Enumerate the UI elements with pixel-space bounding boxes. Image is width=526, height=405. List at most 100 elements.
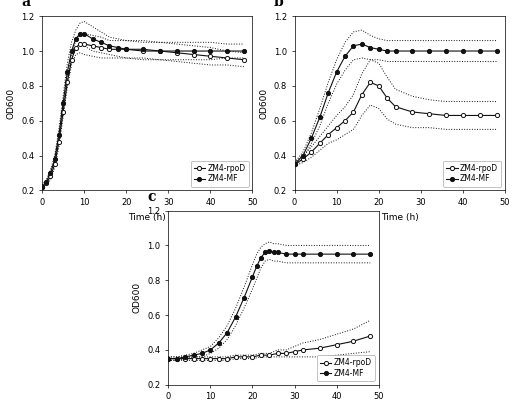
ZM4-MF bbox=[47, 171, 54, 175]
ZM4-MF bbox=[258, 255, 264, 260]
ZM4-MF bbox=[207, 347, 214, 352]
ZM4-MF bbox=[254, 264, 260, 269]
ZM4-MF bbox=[409, 49, 416, 53]
ZM4-rpoD bbox=[409, 110, 416, 115]
ZM4-rpoD bbox=[426, 111, 432, 116]
Y-axis label: OD600: OD600 bbox=[259, 88, 268, 119]
ZM4-rpoD bbox=[493, 113, 500, 118]
ZM4-rpoD bbox=[207, 54, 214, 59]
ZM4-MF bbox=[232, 314, 239, 319]
ZM4-MF bbox=[376, 47, 382, 52]
ZM4-MF bbox=[325, 90, 331, 95]
ZM4-MF bbox=[64, 70, 70, 75]
ZM4-rpoD bbox=[258, 353, 264, 358]
ZM4-MF bbox=[350, 43, 357, 48]
ZM4-rpoD bbox=[190, 52, 197, 57]
ZM4-rpoD bbox=[384, 96, 390, 100]
ZM4-MF bbox=[477, 49, 483, 53]
ZM4-rpoD bbox=[342, 118, 348, 123]
ZM4-rpoD bbox=[359, 92, 365, 97]
ZM4-MF bbox=[52, 157, 58, 162]
ZM4-rpoD bbox=[300, 347, 306, 352]
ZM4-rpoD bbox=[443, 113, 449, 118]
ZM4-MF bbox=[73, 36, 79, 41]
ZM4-rpoD bbox=[333, 125, 340, 130]
Text: c: c bbox=[147, 190, 156, 204]
ZM4-MF bbox=[56, 132, 62, 137]
ZM4-rpoD bbox=[43, 181, 49, 186]
ZM4-rpoD bbox=[174, 356, 180, 361]
ZM4-rpoD bbox=[266, 353, 272, 358]
ZM4-MF bbox=[308, 136, 315, 141]
ZM4-rpoD bbox=[376, 83, 382, 88]
ZM4-MF bbox=[241, 49, 247, 53]
ZM4-MF bbox=[174, 356, 180, 361]
ZM4-MF bbox=[115, 45, 121, 50]
ZM4-MF bbox=[392, 49, 399, 53]
ZM4-rpoD bbox=[52, 162, 58, 167]
ZM4-MF bbox=[291, 252, 298, 257]
ZM4-rpoD bbox=[199, 356, 205, 361]
ZM4-MF bbox=[266, 248, 272, 253]
ZM4-rpoD bbox=[460, 113, 466, 118]
ZM4-MF bbox=[367, 252, 373, 257]
Legend: ZM4-rpoD, ZM4-MF: ZM4-rpoD, ZM4-MF bbox=[443, 161, 501, 187]
ZM4-MF bbox=[262, 250, 268, 255]
ZM4-MF bbox=[98, 40, 104, 45]
ZM4-rpoD bbox=[367, 80, 373, 85]
ZM4-rpoD bbox=[308, 149, 315, 154]
ZM4-rpoD bbox=[73, 45, 79, 50]
ZM4-rpoD bbox=[190, 356, 197, 361]
ZM4-MF bbox=[224, 49, 230, 53]
ZM4-MF bbox=[333, 252, 340, 257]
ZM4-rpoD bbox=[89, 43, 96, 48]
ZM4-MF bbox=[39, 184, 45, 189]
ZM4-rpoD bbox=[224, 356, 230, 361]
ZM4-MF bbox=[123, 47, 129, 52]
ZM4-rpoD bbox=[165, 356, 171, 361]
ZM4-rpoD bbox=[98, 45, 104, 50]
ZM4-rpoD bbox=[275, 351, 281, 356]
ZM4-MF bbox=[300, 153, 306, 158]
ZM4-MF bbox=[241, 295, 247, 300]
ZM4-MF bbox=[270, 250, 277, 255]
Legend: ZM4-rpoD, ZM4-MF: ZM4-rpoD, ZM4-MF bbox=[190, 161, 249, 187]
ZM4-MF bbox=[89, 36, 96, 41]
ZM4-rpoD bbox=[39, 184, 45, 189]
ZM4-MF bbox=[174, 49, 180, 53]
ZM4-MF bbox=[443, 49, 449, 53]
ZM4-MF bbox=[333, 70, 340, 75]
ZM4-MF bbox=[182, 354, 188, 359]
ZM4-MF bbox=[106, 43, 113, 48]
ZM4-rpoD bbox=[392, 104, 399, 109]
ZM4-MF bbox=[359, 42, 365, 47]
X-axis label: Time (h): Time (h) bbox=[381, 213, 419, 222]
ZM4-rpoD bbox=[106, 47, 113, 52]
ZM4-MF bbox=[342, 54, 348, 59]
ZM4-MF bbox=[291, 162, 298, 167]
ZM4-rpoD bbox=[367, 334, 373, 339]
ZM4-MF bbox=[300, 252, 306, 257]
ZM4-rpoD bbox=[115, 47, 121, 52]
ZM4-MF bbox=[384, 49, 390, 53]
ZM4-rpoD bbox=[60, 110, 66, 115]
ZM4-MF bbox=[493, 49, 500, 53]
ZM4-rpoD bbox=[317, 346, 323, 351]
ZM4-MF bbox=[426, 49, 432, 53]
ZM4-MF bbox=[190, 49, 197, 53]
ZM4-rpoD bbox=[291, 349, 298, 354]
ZM4-MF bbox=[60, 101, 66, 106]
ZM4-MF bbox=[68, 49, 75, 53]
ZM4-MF bbox=[77, 31, 83, 36]
ZM4-MF bbox=[275, 250, 281, 255]
ZM4-rpoD bbox=[333, 342, 340, 347]
Legend: ZM4-rpoD, ZM4-MF: ZM4-rpoD, ZM4-MF bbox=[317, 355, 375, 381]
ZM4-MF bbox=[249, 274, 256, 279]
X-axis label: Time (h): Time (h) bbox=[128, 213, 166, 222]
ZM4-MF bbox=[317, 252, 323, 257]
ZM4-rpoD bbox=[241, 354, 247, 359]
ZM4-rpoD bbox=[56, 139, 62, 144]
ZM4-MF bbox=[224, 330, 230, 335]
Line: ZM4-rpoD: ZM4-rpoD bbox=[292, 80, 499, 166]
ZM4-rpoD bbox=[300, 157, 306, 162]
